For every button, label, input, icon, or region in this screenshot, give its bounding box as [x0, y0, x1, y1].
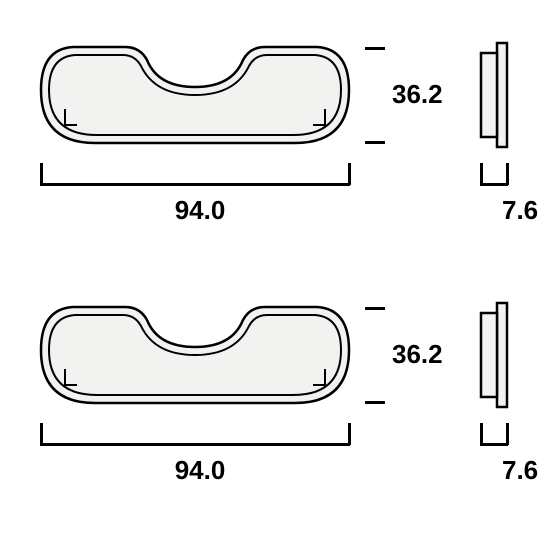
- pad-front-shape-top: [35, 35, 355, 155]
- dim-width-label-bottom: 94.0: [160, 455, 240, 486]
- pad-unit-bottom: 36.2 94.0 7.6: [0, 295, 560, 505]
- dim-height-label-bottom: 36.2: [392, 339, 443, 370]
- pad-unit-top: 36.2 94.0 7.6: [0, 35, 560, 245]
- pad-side-shape-bottom: [475, 295, 515, 415]
- pad-side-shape-top: [475, 35, 515, 155]
- dim-height-label-top: 36.2: [392, 79, 443, 110]
- diagram-container: 36.2 94.0 7.6: [0, 0, 560, 543]
- dim-thickness-label-bottom: 7.6: [502, 455, 538, 486]
- dim-width-label-top: 94.0: [160, 195, 240, 226]
- dim-thickness-label-top: 7.6: [502, 195, 538, 226]
- pad-front-shape-bottom: [35, 295, 355, 415]
